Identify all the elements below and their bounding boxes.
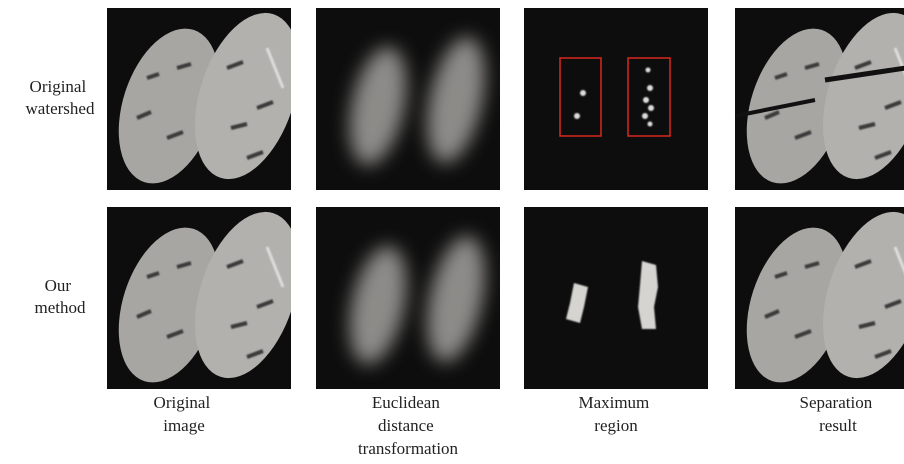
column-label: Original image	[154, 393, 215, 435]
column-label-line: Euclidean	[372, 393, 440, 412]
row-label: Our method	[35, 276, 86, 317]
row-label-line: Original	[30, 77, 87, 96]
column-label-line: image	[163, 416, 205, 435]
image-distance	[316, 8, 500, 190]
row-label-line: watershed	[26, 99, 95, 118]
figure: Original watershed Our method Original i…	[0, 0, 904, 464]
image-maximum	[524, 207, 708, 389]
image-maximum	[524, 8, 708, 190]
image-separation	[729, 199, 904, 396]
column-label-line: Separation	[800, 393, 873, 412]
column-label-line: transformation	[358, 439, 459, 458]
column-label-line: distance	[378, 416, 434, 435]
image-separation	[729, 0, 904, 196]
column-label: Maximum region	[578, 393, 653, 435]
column-label-line: Maximum	[578, 393, 649, 412]
column-label: Separation result	[800, 393, 877, 435]
image-original	[101, 0, 319, 196]
column-label-line: result	[819, 416, 857, 435]
column-label: Euclidean distance transformation	[358, 393, 459, 458]
image-distance	[316, 207, 500, 389]
row-label: Original watershed	[26, 77, 95, 118]
row-label-line: method	[35, 298, 86, 317]
column-label-line: region	[594, 416, 638, 435]
image-original	[101, 199, 319, 396]
row-label-line: Our	[45, 276, 72, 295]
column-label-line: Original	[154, 393, 211, 412]
